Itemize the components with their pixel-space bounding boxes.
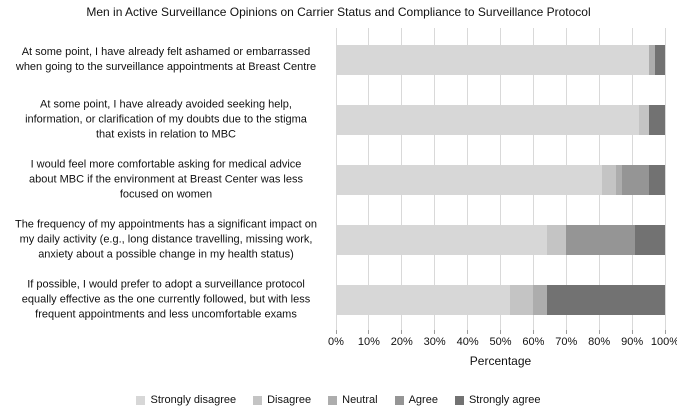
category-label: If possible, I would prefer to adopt a s…: [21, 278, 311, 321]
bar-segment-disagree: [546, 225, 567, 255]
x-tick-mark: [467, 330, 469, 334]
x-tick-label: 10%: [357, 336, 380, 348]
bar-segment-strongly-agree: [546, 285, 665, 315]
x-tick-label: 0%: [328, 336, 344, 348]
x-tick-label: 60%: [522, 336, 545, 348]
legend-swatch-icon: [136, 395, 146, 405]
x-tick-mark: [598, 330, 600, 334]
x-tick-mark: [565, 330, 567, 334]
legend-item: Neutral: [328, 394, 378, 406]
x-tick-label: 20%: [390, 336, 413, 348]
x-tick-mark: [664, 330, 666, 334]
bar-segment-agree: [566, 225, 636, 255]
chart-row: At some point, I have already avoided se…: [0, 90, 677, 150]
legend-item: Disagree: [253, 394, 311, 406]
x-tick-mark: [368, 330, 370, 334]
legend-label: Neutral: [342, 394, 378, 406]
x-tick-mark: [500, 330, 501, 334]
bar-segment-strongly-disagree: [336, 225, 547, 255]
legend-label: Disagree: [267, 394, 312, 406]
bar-segment-strongly-agree: [635, 225, 665, 255]
bar-segment-strongly-disagree: [336, 45, 649, 75]
bar-segment-neutral: [615, 165, 623, 195]
bar-segment-neutral: [648, 45, 656, 75]
chart-title: Men in Active Surveillance Opinions on C…: [86, 5, 591, 19]
chart-row: If possible, I would prefer to adopt a s…: [0, 270, 677, 330]
legend: Strongly disagree Disagree Neutral Agree Str…: [0, 394, 677, 406]
stacked-bar: [336, 45, 665, 75]
bar-segment-strongly-agree: [648, 165, 665, 195]
x-tick-label: 100%: [650, 336, 677, 348]
x-tick-mark: [434, 330, 436, 334]
x-tick-mark: [532, 330, 534, 334]
legend-label: Agree: [408, 394, 438, 406]
stacked-bar: [336, 105, 665, 135]
legend-swatch-icon: [394, 395, 404, 405]
x-tick-label: 90%: [621, 336, 644, 348]
legend-item: Strongly disagree: [136, 394, 236, 406]
legend-item: Strongly agree: [454, 394, 541, 406]
bar-segment-disagree: [510, 285, 534, 315]
bar-segment-strongly-disagree: [336, 105, 639, 135]
category-label: I would feel more comfortable asking for…: [29, 158, 303, 201]
legend-swatch-icon: [328, 395, 338, 405]
x-tick-label: 30%: [423, 336, 446, 348]
x-tick-mark: [631, 330, 633, 334]
x-tick-mark: [401, 330, 403, 334]
legend-swatch-icon: [454, 395, 464, 405]
chart-row: I would feel more comfortable asking for…: [0, 150, 677, 210]
category-label: The frequency of my appointments has a s…: [14, 218, 318, 261]
x-axis-title: Percentage: [469, 354, 532, 368]
x-tick-label: 70%: [555, 336, 578, 348]
legend-label: Strongly agree: [468, 394, 541, 406]
category-label: At some point, I have already avoided se…: [25, 98, 307, 141]
stacked-bar: [336, 285, 665, 315]
chart-row: The frequency of my appointments has a s…: [0, 210, 677, 270]
chart-row: At some point, I have already felt asham…: [0, 30, 677, 90]
bar-segment-strongly-agree: [648, 105, 665, 135]
bar-segment-disagree: [638, 105, 649, 135]
x-tick-mark: [335, 330, 337, 334]
gridline: [664, 28, 666, 330]
legend-swatch-icon: [253, 395, 263, 405]
bar-segment-strongly-disagree: [336, 165, 603, 195]
bar-segment-disagree: [602, 165, 616, 195]
x-axis: 0% 10% 20% 30% 40% 50% 60% 70% 80% 90% 100%: [328, 330, 677, 352]
bar-rows: At some point, I have already felt asham…: [0, 30, 677, 330]
bar-segment-strongly-disagree: [336, 285, 511, 315]
bar-segment-agree: [622, 165, 649, 195]
bar-segment-neutral: [533, 285, 547, 315]
stacked-bar: [336, 165, 665, 195]
legend-item: Agree: [394, 394, 438, 406]
category-label: At some point, I have already felt asham…: [15, 46, 317, 73]
x-tick-label: 50%: [489, 336, 512, 348]
x-tick-label: 80%: [588, 336, 611, 348]
legend-label: Strongly disagree: [150, 394, 237, 406]
x-tick-label: 40%: [456, 336, 479, 348]
stacked-bar: [336, 225, 665, 255]
bar-segment-strongly-agree: [655, 45, 665, 75]
